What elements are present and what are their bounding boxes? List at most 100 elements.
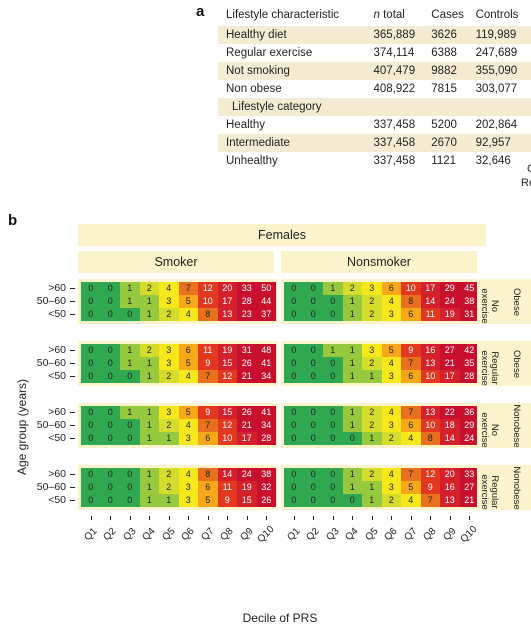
table-cell: 247,689 <box>475 47 518 59</box>
heatmap-cell: 0 <box>303 370 323 383</box>
heatmap-cell: 0 <box>323 295 343 308</box>
heatmap-cell: 0 <box>100 481 120 494</box>
exercise-label: No exercise <box>479 412 500 448</box>
heatmap-cell: 27 <box>459 481 479 494</box>
table-cell: 202,864 <box>475 119 518 131</box>
heatmap-cell: 28 <box>459 370 479 383</box>
heatmap-cell: 15 <box>237 494 257 507</box>
heatmap-cell: 1 <box>159 432 179 445</box>
heatmap-cell: 0 <box>100 344 120 357</box>
heatmap-cell: 11 <box>217 481 237 494</box>
exercise-label: Regular exercise <box>479 474 500 510</box>
x-tick <box>227 516 229 520</box>
heatmap-cell: 15 <box>217 357 237 370</box>
heatmap-cell: 20 <box>440 468 460 481</box>
panel-a-label: a <box>196 3 205 20</box>
heatmap-cell: 1 <box>120 406 140 419</box>
heatmap-cell: 1 <box>139 295 159 308</box>
heatmap-cell: 0 <box>81 295 101 308</box>
heatmap-cell: 0 <box>100 308 120 321</box>
heatmap-grid: 0 0 1 1 3 5 9 16 27 42 0 0 0 1 2 4 7 13 21 35 0 0 0 1 1 3 6 10 17 28 <box>284 344 479 383</box>
heatmap-cell: 0 <box>120 494 140 507</box>
age-group-label: <50 <box>48 308 66 320</box>
heatmap-cell: 0 <box>303 357 323 370</box>
x-tick <box>332 516 334 520</box>
age-group-label: 50–60 <box>36 357 66 369</box>
heatmap-cell: 0 <box>323 494 343 507</box>
x-tick <box>391 516 393 520</box>
heatmap-cell: 24 <box>459 432 479 445</box>
heatmap-cell: 14 <box>217 468 237 481</box>
decile-label: Q10 <box>458 523 480 546</box>
heatmap-cell: 0 <box>323 468 343 481</box>
heatmap-cell: 0 <box>100 419 120 432</box>
heatmap-cell: 12 <box>420 468 440 481</box>
heatmap-cell: 19 <box>237 481 257 494</box>
table-row: Regular exercise 374,114 6388 247,689 <box>218 44 531 62</box>
decile-label: Q6 <box>179 525 197 544</box>
heatmap-cell: 16 <box>440 481 460 494</box>
heatmap-cell: 3 <box>381 308 401 321</box>
heatmap-cell: 18 <box>440 419 460 432</box>
table-header-cell: Controls <box>475 9 519 21</box>
heatmap-cell: 10 <box>401 282 421 295</box>
heatmap-cell: 17 <box>420 282 440 295</box>
heatmap-cell: 2 <box>159 481 179 494</box>
heatmap-cell: 24 <box>440 295 460 308</box>
heatmap-cell: 1 <box>342 295 362 308</box>
age-group-label: >60 <box>48 344 66 356</box>
table-cell: 2670 <box>427 134 472 152</box>
table-cell: Healthy <box>226 119 265 131</box>
heatmap-cell: 0 <box>284 344 304 357</box>
heatmap-cell: 0 <box>284 432 304 445</box>
heatmap-cell: 4 <box>178 370 198 383</box>
decile-label: Q2 <box>304 525 322 544</box>
heatmap-grid: 0 0 0 1 2 4 7 13 22 36 0 0 0 1 2 3 6 10 18 29 0 0 0 0 1 2 4 8 14 24 <box>284 406 479 445</box>
heatmap-cell: 2 <box>159 468 179 481</box>
y-tick <box>70 314 75 315</box>
heatmap-cell: 6 <box>401 308 421 321</box>
heatmap-cell: 6 <box>178 344 198 357</box>
x-axis-title: Decile of PRS <box>242 611 318 625</box>
heatmap-cell: 2 <box>362 419 382 432</box>
age-group-label: <50 <box>48 494 66 506</box>
heatmap-cell: 0 <box>284 468 304 481</box>
heatmap-cell: 17 <box>440 370 460 383</box>
heatmap-cell: 14 <box>420 295 440 308</box>
decile-label: Q3 <box>121 525 139 544</box>
decile-label: Q7 <box>199 525 217 544</box>
group-label-box <box>477 403 531 448</box>
x-tick <box>168 516 170 520</box>
decile-label: Q6 <box>382 525 400 544</box>
heatmap-cell: 21 <box>459 494 479 507</box>
heatmap-cell: 1 <box>342 370 362 383</box>
decile-label: Q3 <box>324 525 342 544</box>
heatmap-cell: 2 <box>362 295 382 308</box>
x-tick <box>266 516 268 520</box>
heatmap-cell: 6 <box>401 370 421 383</box>
x-tick <box>110 516 112 520</box>
heatmap-cell: 4 <box>381 468 401 481</box>
heatmap-cell: 4 <box>401 432 421 445</box>
heatmap-cell: 0 <box>284 481 304 494</box>
heatmap-cell: 1 <box>139 468 159 481</box>
decile-label: Q7 <box>402 525 420 544</box>
decile-label: Q5 <box>363 525 381 544</box>
heatmap-cell: 1 <box>342 419 362 432</box>
heatmap-cell: 0 <box>323 419 343 432</box>
table-cell: 9882 <box>427 62 472 80</box>
exercise-label: No exercise <box>479 288 500 324</box>
x-tick <box>352 516 354 520</box>
heatmap-cell: 5 <box>178 357 198 370</box>
y-tick <box>70 376 75 377</box>
heatmap-cell: 6 <box>198 432 218 445</box>
x-tick <box>246 516 248 520</box>
age-group-label: >60 <box>48 282 66 294</box>
table-cell: 7815 <box>431 83 457 95</box>
clipped-text-2: Re <box>521 177 531 189</box>
age-group-label: 50–60 <box>36 295 66 307</box>
x-tick <box>410 516 412 520</box>
heatmap-cell: 37 <box>256 308 276 321</box>
x-tick <box>430 516 432 520</box>
heatmap-cell: 0 <box>120 468 140 481</box>
